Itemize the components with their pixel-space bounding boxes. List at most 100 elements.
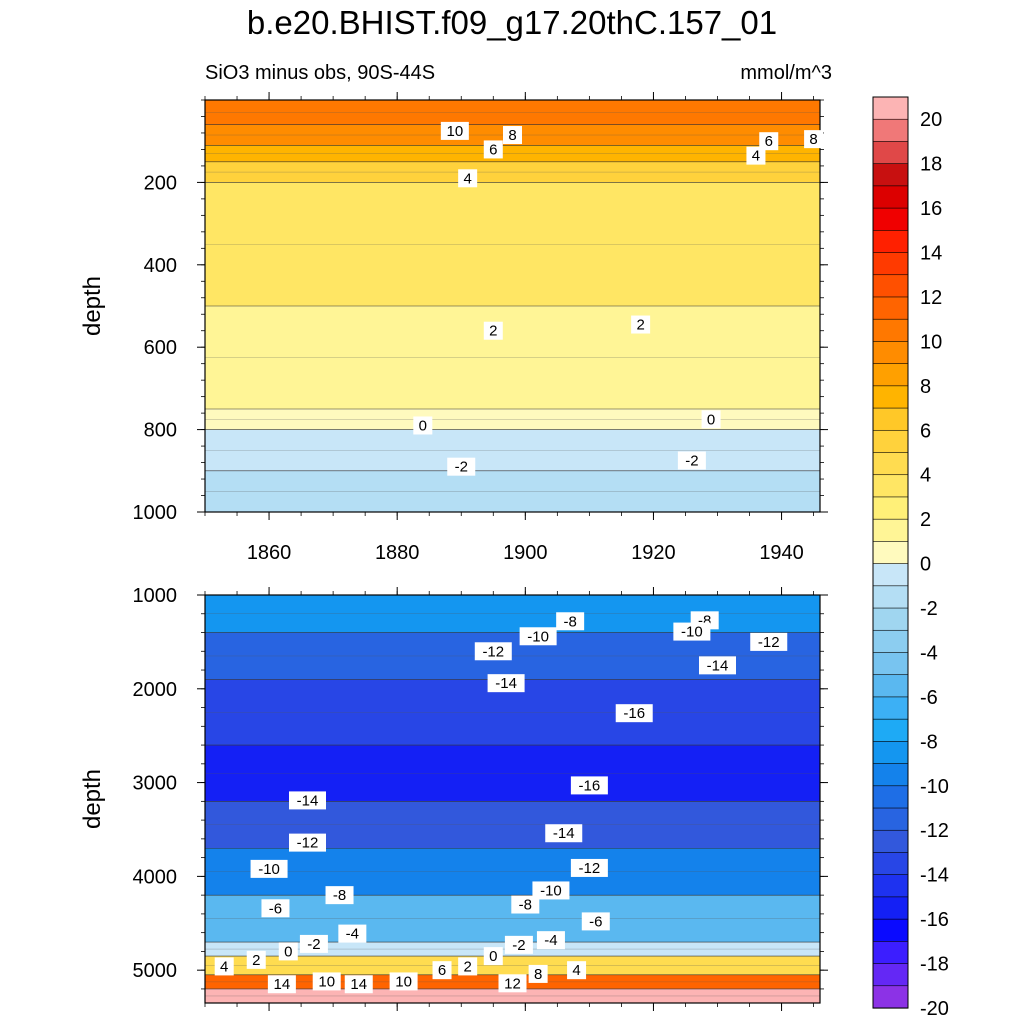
- contour-label-bg-lower-28: [214, 957, 234, 976]
- contour-label-bg-upper-10: [701, 410, 721, 429]
- contour-label-lower-2: -10: [527, 628, 549, 645]
- colorbar-swatch-13: [872, 385, 909, 409]
- contour-label-lower-36: 12: [504, 975, 521, 992]
- contour-label-lower-26: 2: [252, 952, 260, 969]
- contour-label-lower-7: -14: [495, 675, 517, 692]
- contour-label-upper-2: 6: [489, 141, 497, 158]
- x-tick-label-1: 1880: [375, 542, 420, 564]
- y-tick-label-lower-4: 5000: [133, 960, 178, 982]
- colorbar-swatch-15: [872, 429, 909, 454]
- colorbar-swatch-0: [872, 96, 909, 120]
- contour-label-upper-9: 0: [419, 417, 427, 434]
- plot-frame-upper: [204, 99, 821, 513]
- plot-frame-lower: [204, 594, 821, 1004]
- colorbar-label-2: 16: [920, 198, 942, 220]
- contour-label-bg-upper-6: [458, 169, 478, 188]
- colorbar-swatch-16: [872, 452, 909, 476]
- colorbar-label-8: 4: [920, 465, 931, 487]
- colorbar-swatch-10: [872, 318, 909, 343]
- contour-label-bg-upper-4: [804, 130, 824, 149]
- chart-title: b.e20.BHIST.f09_g17.20thC.157_01: [246, 4, 778, 41]
- contour-label-bg-lower-21: [536, 931, 565, 950]
- contour-label-bg-lower-15: [532, 881, 570, 900]
- contour-label-lower-21: -4: [544, 932, 557, 949]
- colorbar-label-16: -12: [920, 820, 949, 842]
- contour-label-lower-28: 4: [220, 958, 228, 975]
- colorbar-swatch-28: [872, 718, 909, 742]
- contour-label-lower-30: 6: [438, 962, 446, 979]
- contour-label-lower-20: -4: [346, 926, 359, 943]
- colorbar-swatch-23: [872, 607, 909, 631]
- contour-label-bg-lower-16: [325, 886, 354, 905]
- colorbar-swatch-5: [872, 207, 909, 231]
- colorbar-swatch-37: [872, 918, 909, 942]
- contour-label-lower-11: -14: [553, 825, 575, 842]
- contour-label-bg-lower-27: [458, 957, 478, 976]
- contour-label-upper-8: 2: [636, 317, 644, 334]
- colorbar-label-7: 6: [920, 420, 931, 442]
- contour-label-lower-14: -10: [258, 861, 280, 878]
- contour-label-lower-24: 0: [284, 943, 292, 960]
- y-tick-label-upper-3: 800: [144, 420, 177, 442]
- contour-label-lower-4: -12: [758, 634, 780, 651]
- contour-label-upper-12: -2: [685, 453, 698, 470]
- colorbar-swatch-31: [872, 785, 909, 809]
- contour-label-lower-27: 2: [463, 958, 471, 975]
- colorbar-label-0: 20: [920, 109, 942, 131]
- contour-label-lower-34: 14: [274, 976, 291, 993]
- contour-label-bg-lower-30: [432, 961, 452, 980]
- colorbar-swatch-35: [872, 874, 909, 898]
- contour-label-bg-upper-3: [759, 132, 779, 151]
- contour-label-bg-upper-11: [447, 457, 476, 476]
- contour-label-bg-lower-18: [261, 899, 290, 918]
- contour-label-lower-18: -6: [269, 900, 282, 917]
- contour-label-bg-upper-9: [413, 416, 433, 435]
- contour-label-bg-lower-17: [511, 895, 540, 914]
- colorbar-label-15: -10: [920, 776, 949, 798]
- contour-label-lower-31: 8: [534, 966, 542, 983]
- contour-label-upper-1: 8: [508, 127, 516, 144]
- colorbar-swatch-38: [872, 941, 909, 965]
- colorbar-swatch-19: [872, 518, 909, 542]
- contour-label-upper-5: 4: [752, 148, 760, 165]
- colorbar-swatch-11: [872, 341, 909, 365]
- x-tick-label-0: 1860: [247, 542, 292, 564]
- contour-label-upper-0: 10: [447, 123, 464, 140]
- contour-label-upper-6: 4: [463, 170, 471, 187]
- contour-label-bg-lower-35: [344, 975, 373, 994]
- colorbar-label-13: -6: [920, 687, 938, 709]
- colorbar: 20181614121086420-2-4-6-8-10-12-14-16-18…: [872, 96, 949, 1020]
- contour-label-lower-6: -14: [707, 657, 729, 674]
- contour-label-upper-4: 8: [809, 131, 817, 148]
- contour-label-bg-lower-11: [545, 824, 583, 843]
- colorbar-swatch-21: [872, 563, 909, 587]
- x-tick-label-3: 1920: [631, 542, 676, 564]
- colorbar-swatch-12: [872, 363, 909, 387]
- y-tick-label-lower-3: 4000: [133, 866, 178, 888]
- contour-label-bg-upper-8: [631, 315, 651, 334]
- contour-label-upper-10: 0: [707, 411, 715, 428]
- colorbar-label-19: -18: [920, 954, 949, 976]
- contour-label-bg-lower-7: [487, 674, 525, 693]
- contour-label-bg-lower-22: [299, 934, 328, 953]
- contour-label-bg-lower-36: [498, 974, 527, 993]
- colorbar-swatch-40: [872, 985, 909, 1009]
- colorbar-label-11: -2: [920, 598, 938, 620]
- contour-label-bg-lower-0: [556, 612, 585, 631]
- y-tick-label-upper-1: 400: [144, 255, 177, 277]
- contour-label-upper-7: 2: [489, 323, 497, 340]
- contour-label-bg-lower-12: [289, 833, 326, 852]
- panel-upper: 1860 1880 1900 1920 19402004006008001000dept…: [79, 92, 828, 564]
- contour-label-lower-8: -16: [623, 705, 645, 722]
- contour-label-lower-29: 4: [572, 962, 580, 979]
- colorbar-swatch-6: [872, 230, 909, 254]
- contour-label-bg-lower-10: [289, 791, 326, 810]
- colorbar-swatch-26: [872, 674, 909, 698]
- colorbar-label-4: 12: [920, 287, 942, 309]
- contour-label-lower-9: -16: [579, 777, 601, 794]
- x-tick-label-4: 1940: [759, 542, 804, 564]
- contour-label-lower-32: 10: [318, 973, 335, 990]
- contour-label-bg-upper-2: [483, 140, 503, 159]
- y-tick-label-upper-0: 200: [144, 172, 177, 194]
